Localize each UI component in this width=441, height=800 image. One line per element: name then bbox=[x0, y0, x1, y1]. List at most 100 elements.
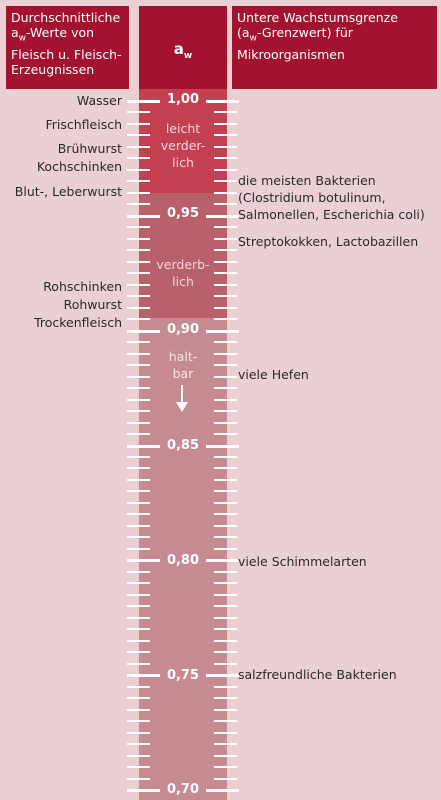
aw-title-subscript: w bbox=[183, 51, 193, 61]
zone-label-line: verderb- bbox=[156, 257, 210, 272]
minor-tick-left bbox=[127, 548, 150, 550]
minor-tick-right bbox=[214, 192, 237, 194]
major-tick-right bbox=[206, 445, 239, 448]
zone-label-line: verder- bbox=[160, 138, 206, 153]
label-wasser: Wasser bbox=[76, 93, 122, 108]
minor-tick-left bbox=[127, 387, 150, 389]
major-tick-right bbox=[206, 330, 239, 333]
minor-tick-left bbox=[127, 490, 150, 492]
minor-tick-right bbox=[214, 433, 237, 435]
minor-tick-right bbox=[214, 169, 237, 171]
minor-tick-left bbox=[127, 134, 150, 136]
minor-tick-left bbox=[127, 157, 150, 159]
header-right-line-2: (aw-Grenzwert) für bbox=[237, 25, 432, 47]
minor-tick-left bbox=[127, 353, 150, 355]
minor-tick-left bbox=[127, 686, 150, 688]
minor-tick-right bbox=[214, 238, 237, 240]
minor-tick-left bbox=[127, 422, 150, 424]
scale-label-0-80: 0,80 bbox=[166, 553, 200, 568]
minor-tick-left bbox=[127, 226, 150, 228]
major-tick-left bbox=[127, 330, 160, 333]
minor-tick-right bbox=[214, 272, 237, 274]
minor-tick-left bbox=[127, 663, 150, 665]
aw-subscript: w bbox=[18, 33, 27, 44]
header-left-line-2: aw-Werte von bbox=[11, 25, 124, 47]
header-right-line-2-text: -Grenzwert) für bbox=[256, 25, 353, 40]
major-tick-left bbox=[127, 100, 160, 103]
major-tick-left bbox=[127, 215, 160, 218]
major-tick-right bbox=[206, 100, 239, 103]
minor-tick-left bbox=[127, 513, 150, 515]
minor-tick-left bbox=[127, 617, 150, 619]
minor-tick-right bbox=[214, 732, 237, 734]
minor-tick-left bbox=[127, 720, 150, 722]
header-right-subscript: w bbox=[249, 33, 257, 44]
minor-tick-left bbox=[127, 467, 150, 469]
minor-tick-right bbox=[214, 410, 237, 412]
minor-tick-left bbox=[127, 525, 150, 527]
minor-tick-right bbox=[214, 686, 237, 688]
minor-tick-right bbox=[214, 640, 237, 642]
header-right-line-2-a: (a bbox=[237, 25, 250, 40]
minor-tick-right bbox=[214, 180, 237, 182]
minor-tick-left bbox=[127, 605, 150, 607]
header-left-line-4: Erzeugnissen bbox=[11, 61, 95, 77]
minor-tick-right bbox=[214, 571, 237, 573]
minor-tick-left bbox=[127, 249, 150, 251]
minor-tick-right bbox=[214, 422, 237, 424]
minor-tick-right bbox=[214, 536, 237, 538]
minor-tick-right bbox=[214, 525, 237, 527]
zone-label-verderblich: verderb- lich bbox=[139, 256, 227, 290]
minor-tick-right bbox=[214, 709, 237, 711]
minor-tick-left bbox=[127, 307, 150, 309]
minor-tick-right bbox=[214, 111, 237, 113]
minor-tick-right bbox=[214, 307, 237, 309]
label-rohwurst: Rohwurst bbox=[63, 297, 122, 312]
label-hefen: viele Hefen bbox=[238, 367, 309, 382]
label-kochschinken: Kochschinken bbox=[36, 159, 122, 174]
zone-label-line: bar bbox=[172, 366, 194, 381]
minor-tick-right bbox=[214, 157, 237, 159]
minor-tick-left bbox=[127, 410, 150, 412]
minor-tick-left bbox=[127, 295, 150, 297]
label-blut-leberwurst: Blut-, Leberwurst bbox=[14, 184, 122, 199]
minor-tick-left bbox=[127, 479, 150, 481]
minor-tick-right bbox=[214, 766, 237, 768]
minor-tick-right bbox=[214, 387, 237, 389]
minor-tick-right bbox=[214, 720, 237, 722]
minor-tick-left bbox=[127, 456, 150, 458]
minor-tick-right bbox=[214, 778, 237, 780]
scale-label-0-75: 0,75 bbox=[166, 668, 200, 683]
minor-tick-right bbox=[214, 341, 237, 343]
zone-label-leicht-verderblich: leicht verder- lich bbox=[139, 120, 227, 171]
minor-tick-right bbox=[214, 284, 237, 286]
minor-tick-right bbox=[214, 123, 237, 125]
header-left-line-1: Durchschnittliche bbox=[11, 10, 121, 25]
minor-tick-left bbox=[127, 582, 150, 584]
scale-label-1-00: 1,00 bbox=[166, 92, 200, 107]
scale-label-0-95: 0,95 bbox=[166, 206, 200, 221]
aw-title: aw bbox=[139, 42, 227, 64]
minor-tick-left bbox=[127, 766, 150, 768]
minor-tick-left bbox=[127, 203, 150, 205]
minor-tick-left bbox=[127, 169, 150, 171]
zone-verderblich bbox=[139, 193, 227, 318]
major-tick-left bbox=[127, 445, 160, 448]
major-tick-left bbox=[127, 674, 160, 677]
zone-label-line: leicht bbox=[165, 121, 201, 136]
minor-tick-right bbox=[214, 203, 237, 205]
header-left-line-3: Fleisch u. Fleisch- bbox=[11, 46, 122, 62]
major-tick-left bbox=[127, 559, 160, 562]
minor-tick-left bbox=[127, 628, 150, 630]
minor-tick-left bbox=[127, 697, 150, 699]
minor-tick-left bbox=[127, 732, 150, 734]
minor-tick-right bbox=[214, 134, 237, 136]
label-trockenfleisch: Trockenfleisch bbox=[34, 315, 122, 330]
minor-tick-right bbox=[214, 399, 237, 401]
minor-tick-right bbox=[214, 605, 237, 607]
label-salzfreundliche-bakterien: salzfreundliche Bakterien bbox=[238, 667, 397, 682]
minor-tick-right bbox=[214, 376, 237, 378]
scale-label-0-90: 0,90 bbox=[166, 322, 200, 337]
minor-tick-right bbox=[214, 364, 237, 366]
minor-tick-left bbox=[127, 123, 150, 125]
